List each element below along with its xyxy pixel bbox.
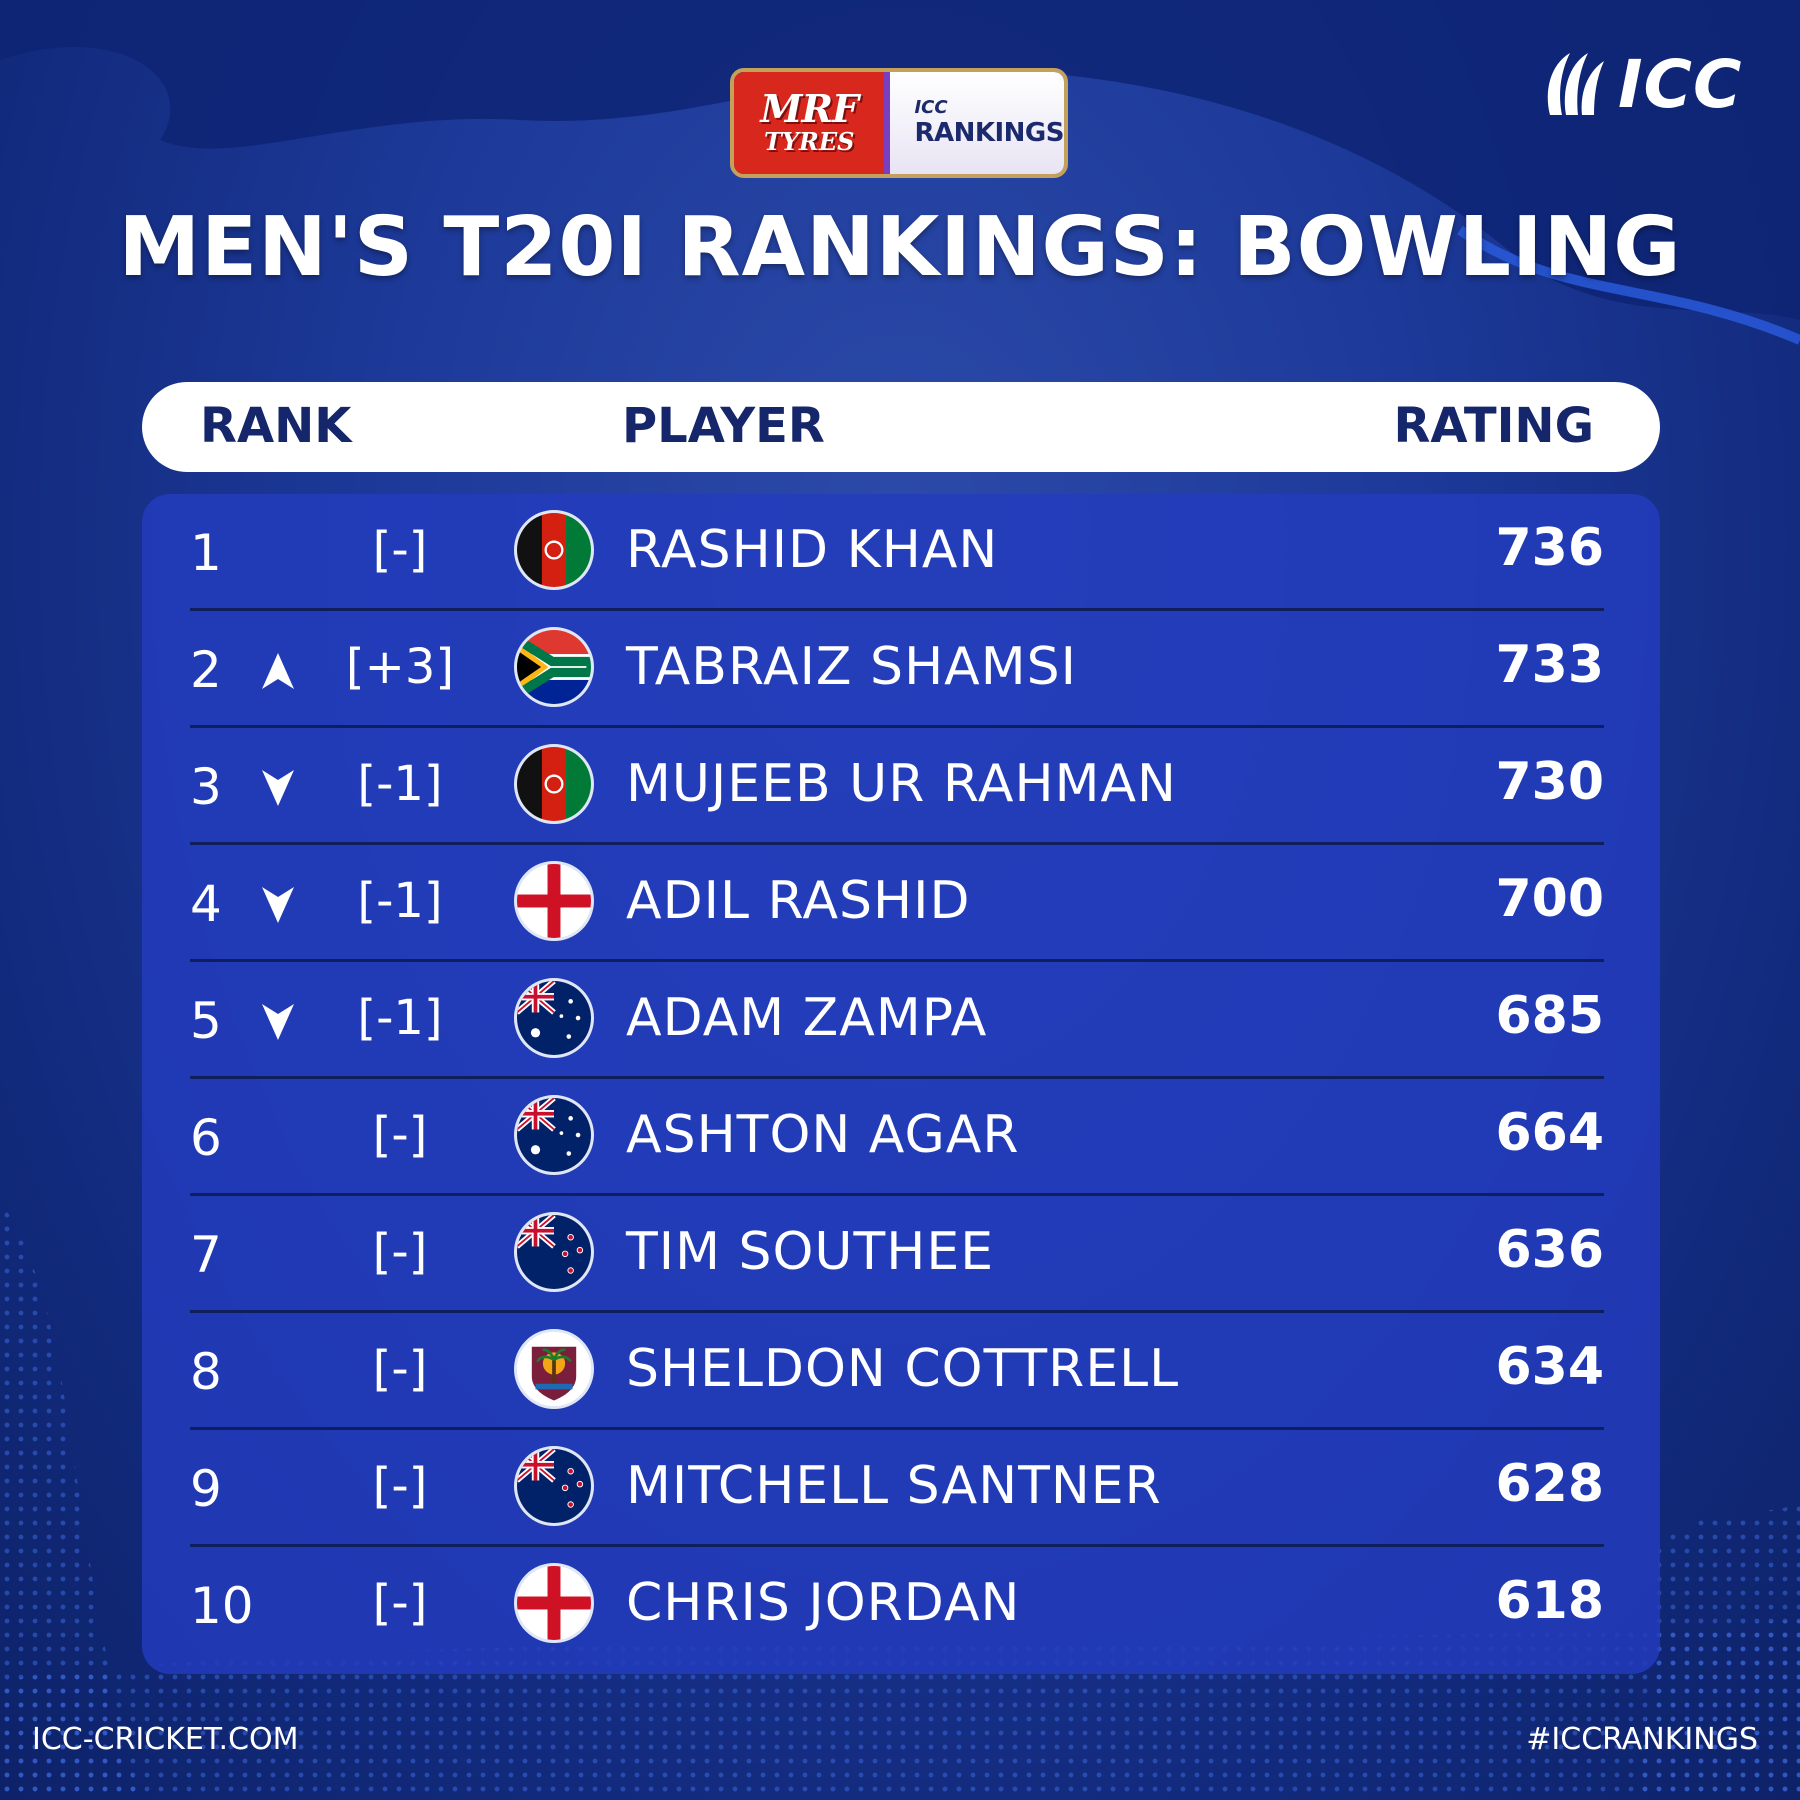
rank-change: [-1] [357, 756, 443, 812]
rank-number: 5 [190, 992, 222, 1050]
column-header-rating: RATING [1393, 398, 1594, 454]
page-title: MEN'S T20I RANKINGS: BOWLING [118, 200, 1682, 295]
player-name: RASHID KHAN [626, 520, 999, 580]
rank-change: [-] [372, 1107, 428, 1163]
rank-change: [-] [372, 1575, 428, 1631]
table-row: 1 [-] RASHID KHAN 736 [190, 494, 1604, 611]
player-name: TIM SOUTHEE [626, 1222, 995, 1282]
rank-number: 2 [190, 641, 222, 699]
table-row: 4 [-1] ADIL RASHID 700 [190, 845, 1604, 962]
afghanistan-flag-icon [514, 510, 594, 590]
rank-change: [-1] [357, 873, 443, 929]
rank-number: 4 [190, 875, 222, 933]
rank-number: 1 [190, 524, 222, 582]
player-rating: 636 [1495, 1220, 1604, 1280]
rank-number: 3 [190, 758, 222, 816]
rank-number: 10 [190, 1577, 254, 1635]
table-header: RANK PLAYER RATING [142, 382, 1660, 472]
arrow-down-icon [262, 770, 294, 806]
player-rating: 664 [1495, 1103, 1604, 1163]
table-row: 5 [-1] ADAM ZAMPA 685 [190, 962, 1604, 1079]
icc-emblem-icon [1547, 53, 1604, 115]
rank-number: 7 [190, 1226, 222, 1284]
arrow-down-icon [262, 887, 294, 923]
rank-number: 8 [190, 1343, 222, 1401]
rankings-table: 1 [-] RASHID KHAN 736 2 [+3] TABRAIZ SHA… [142, 494, 1660, 1674]
england-flag-icon [514, 861, 594, 941]
icc-logo: ICC [1540, 44, 1750, 124]
rank-change: [-] [372, 1341, 428, 1397]
rank-change: [-] [372, 522, 428, 578]
player-rating: 618 [1495, 1571, 1604, 1631]
player-rating: 736 [1495, 518, 1604, 578]
player-name: ADIL RASHID [626, 871, 971, 931]
australia-flag-icon [514, 1095, 594, 1175]
player-name: ASHTON AGAR [626, 1105, 1020, 1165]
west-indies-flag-icon [514, 1329, 594, 1409]
rank-number: 9 [190, 1460, 222, 1518]
table-row: 6 [-] ASHTON AGAR 664 [190, 1079, 1604, 1196]
tyres-text: TYRES [763, 127, 855, 156]
player-name: MITCHELL SANTNER [626, 1456, 1162, 1516]
hashtag-text: #ICCRANKINGS [1526, 1722, 1758, 1757]
column-header-player: PLAYER [622, 398, 825, 454]
table-row: 3 [-1] MUJEEB UR RAHMAN 730 [190, 728, 1604, 845]
mrf-icc-rankings-logo: MRF TYRES ICC RANKINGS [730, 68, 1068, 178]
player-rating: 700 [1495, 869, 1604, 929]
player-rating: 685 [1495, 986, 1604, 1046]
icc-logo-text: ICC [1618, 45, 1743, 123]
mrf-text: MRF [760, 86, 859, 131]
rank-number: 6 [190, 1109, 222, 1167]
table-row: 7 [-] TIM SOUTHEE 636 [190, 1196, 1604, 1313]
australia-flag-icon [514, 978, 594, 1058]
rank-change: [-1] [357, 990, 443, 1046]
table-row: 8 [-] SHELDON COTTRELL 634 [190, 1313, 1604, 1430]
england-flag-icon [514, 1563, 594, 1643]
icc-small-text: ICC [914, 97, 948, 118]
arrow-up-icon [262, 653, 294, 689]
player-name: SHELDON COTTRELL [626, 1339, 1180, 1399]
player-name: TABRAIZ SHAMSI [626, 637, 1077, 697]
column-header-rank: RANK [200, 398, 352, 454]
background-wave [0, 0, 1800, 345]
player-rating: 730 [1495, 752, 1604, 812]
arrow-down-icon [262, 1004, 294, 1040]
rank-change: [+3] [345, 639, 455, 695]
new-zealand-flag-icon [514, 1446, 594, 1526]
player-rating: 634 [1495, 1337, 1604, 1397]
rank-change: [-] [372, 1458, 428, 1514]
table-row: 10 [-] CHRIS JORDAN 618 [190, 1547, 1604, 1664]
south-africa-flag-icon [514, 627, 594, 707]
icc-rankings-logo: ICC RANKINGS [884, 72, 1064, 174]
rank-change: [-] [372, 1224, 428, 1280]
player-name: MUJEEB UR RAHMAN [626, 754, 1177, 814]
new-zealand-flag-icon [514, 1212, 594, 1292]
mrf-tyres-logo: MRF TYRES [734, 72, 885, 174]
player-rating: 628 [1495, 1454, 1604, 1514]
player-name: CHRIS JORDAN [626, 1573, 1021, 1633]
rankings-text: RANKINGS [914, 118, 1064, 148]
table-row: 2 [+3] TABRAIZ SHAMSI 733 [190, 611, 1604, 728]
table-row: 9 [-] MITCHELL SANTNER 628 [190, 1430, 1604, 1547]
player-rating: 733 [1495, 635, 1604, 695]
afghanistan-flag-icon [514, 744, 594, 824]
website-link[interactable]: ICC-CRICKET.COM [32, 1722, 299, 1757]
player-name: ADAM ZAMPA [626, 988, 988, 1048]
